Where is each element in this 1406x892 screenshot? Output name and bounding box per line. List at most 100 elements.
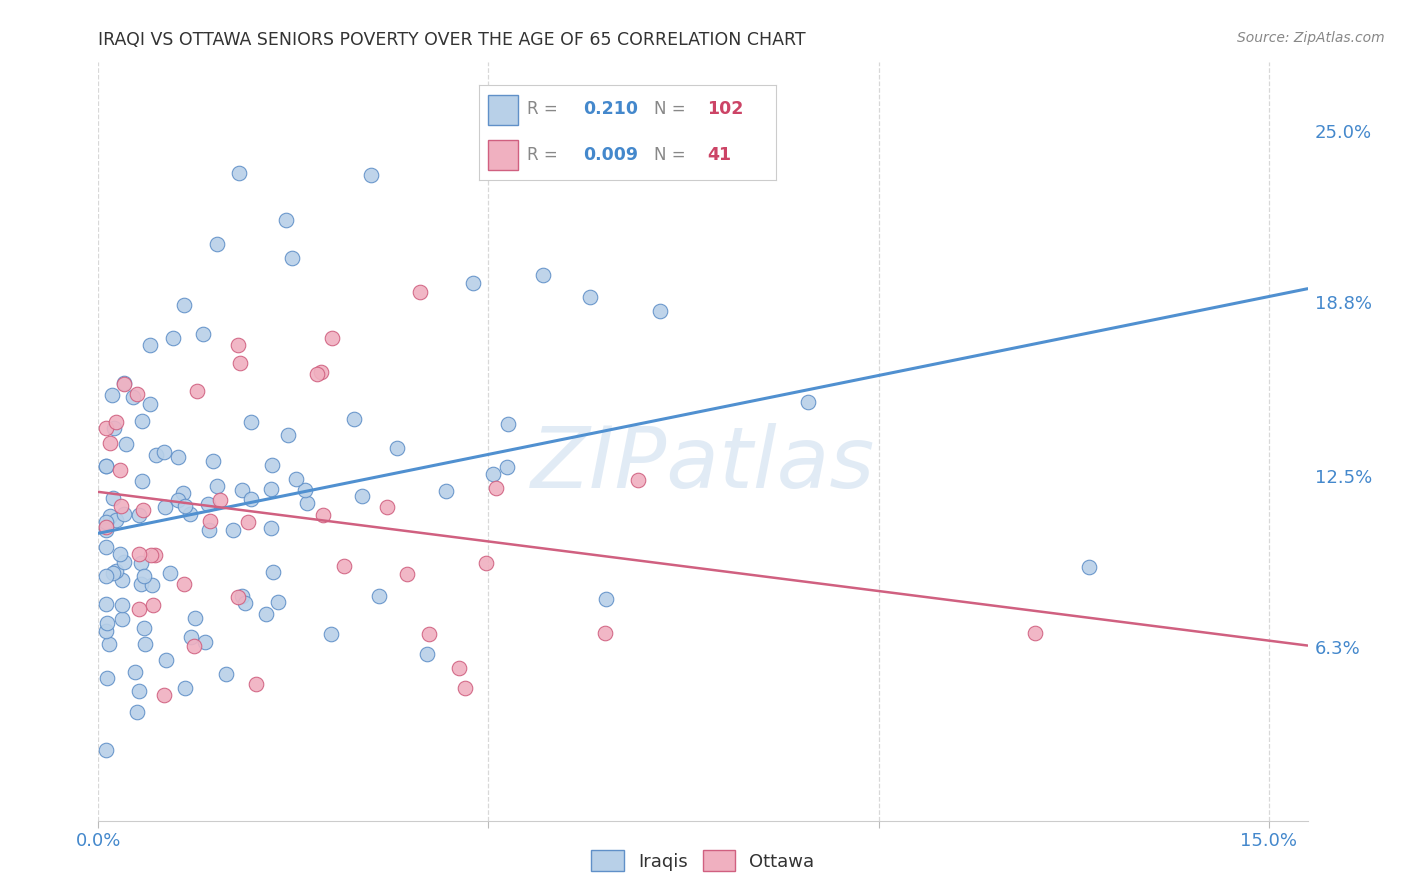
Point (108, 463, 131, 477)
Point (231, 589, 253, 603)
Point (579, 290, 602, 304)
Point (193, 326, 215, 341)
Point (226, 338, 249, 352)
Point (274, 212, 297, 227)
Point (153, 689, 176, 703)
Point (434, 484, 457, 499)
Point (368, 589, 391, 603)
Point (240, 491, 263, 506)
Point (198, 523, 221, 537)
Point (350, 489, 373, 503)
Point (96, 597, 118, 611)
Point (173, 576, 195, 591)
Point (179, 508, 201, 522)
Point (145, 448, 167, 462)
Point (485, 482, 508, 496)
Point (409, 285, 432, 300)
Point (112, 376, 135, 390)
Point (231, 483, 253, 497)
Point (115, 436, 138, 450)
Point (312, 508, 335, 523)
Point (281, 251, 304, 265)
Point (124, 665, 146, 680)
Point (194, 635, 217, 649)
Point (96, 540, 118, 554)
Point (198, 515, 221, 529)
Point (238, 515, 260, 529)
Point (128, 602, 150, 616)
Point (595, 626, 617, 640)
Point (498, 417, 520, 431)
Point (96, 458, 118, 473)
Point (627, 473, 650, 487)
Point (385, 441, 408, 455)
Point (333, 558, 356, 573)
Point (277, 427, 299, 442)
Point (96, 523, 118, 537)
Point (125, 705, 148, 719)
Point (105, 415, 128, 429)
Point (201, 454, 224, 468)
Point (132, 503, 155, 517)
Point (103, 420, 125, 434)
Point (418, 627, 440, 641)
Point (496, 460, 519, 475)
Point (111, 573, 134, 587)
Point (343, 411, 366, 425)
Point (233, 596, 256, 610)
Point (155, 653, 177, 667)
Point (454, 681, 477, 696)
Point (129, 576, 152, 591)
Point (222, 523, 245, 537)
Point (167, 493, 190, 508)
Text: Source: ZipAtlas.com: Source: ZipAtlas.com (1237, 31, 1385, 45)
Point (141, 599, 163, 613)
Point (461, 276, 484, 290)
Point (321, 331, 343, 345)
Point (648, 303, 671, 318)
Point (172, 485, 194, 500)
Point (125, 387, 148, 401)
Point (103, 566, 125, 580)
Point (240, 415, 263, 429)
Point (475, 556, 498, 570)
Point (105, 512, 128, 526)
Point (415, 648, 437, 662)
Point (153, 500, 176, 515)
Legend: Iraqis, Ottawa: Iraqis, Ottawa (583, 843, 823, 879)
Point (114, 555, 136, 569)
Point (228, 166, 250, 180)
Point (360, 169, 382, 183)
Point (214, 667, 236, 681)
Point (152, 444, 174, 458)
Point (122, 390, 145, 404)
Point (131, 474, 153, 488)
Point (139, 338, 162, 352)
Point (319, 626, 342, 640)
Point (128, 547, 150, 561)
Point (96, 671, 118, 685)
Point (162, 331, 184, 345)
Point (112, 377, 135, 392)
Point (229, 355, 252, 369)
Point (531, 268, 554, 282)
Point (305, 367, 328, 381)
Point (100, 509, 122, 524)
Point (139, 397, 162, 411)
Point (294, 483, 316, 497)
Point (110, 547, 132, 561)
Point (96, 516, 118, 530)
Point (1024, 626, 1046, 640)
Point (311, 365, 333, 379)
Point (260, 520, 283, 534)
Point (595, 591, 617, 606)
Point (141, 577, 163, 591)
Point (143, 548, 166, 562)
Point (447, 661, 470, 675)
Point (174, 499, 197, 513)
Point (183, 639, 205, 653)
Point (186, 384, 208, 399)
Point (128, 684, 150, 698)
Point (96, 459, 118, 474)
Point (260, 482, 283, 496)
